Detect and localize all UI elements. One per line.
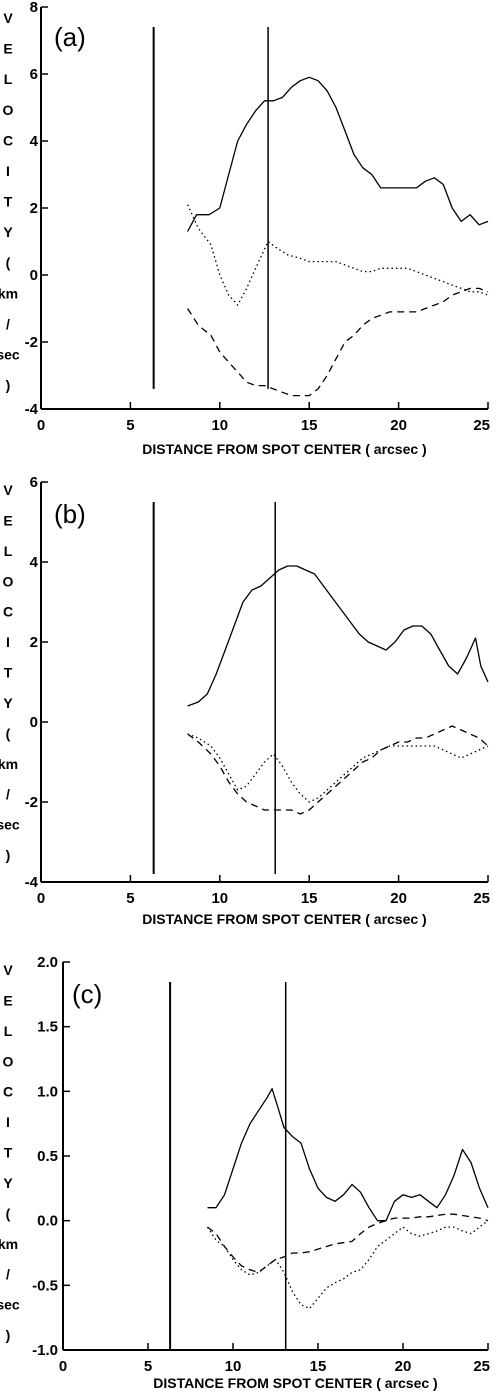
series-line-dotted [206, 1220, 489, 1310]
y-tick-label: -4 [25, 401, 39, 418]
y-tick-label: 4 [30, 133, 39, 150]
y-axis-label-letter: / [6, 1266, 10, 1282]
y-tick-label: 8 [30, 0, 38, 16]
x-tick-label: 25 [473, 1358, 490, 1375]
y-axis-label-letter: V [3, 962, 13, 978]
x-tick-label: 20 [390, 890, 407, 907]
series-line-dashed [207, 1213, 489, 1274]
y-axis-label-letter: L [4, 543, 13, 559]
x-tick-label: 0 [37, 417, 45, 434]
y-axis-label-letter: E [3, 992, 12, 1008]
panel-label: (b) [54, 499, 86, 529]
panel-label: (c) [72, 979, 102, 1009]
series-line-dotted [187, 204, 489, 306]
y-axis-label-letter: ( [6, 725, 11, 741]
y-axis-label-letter: T [4, 1145, 13, 1161]
y-axis-label-letter: E [3, 512, 12, 528]
y-tick-label: 6 [30, 66, 38, 83]
y-axis-label-letter: T [4, 194, 13, 210]
series-line-solid [187, 76, 489, 232]
x-tick-label: 10 [225, 1358, 242, 1375]
x-axis-label: DISTANCE FROM SPOT CENTER ( arcsec ) [153, 1375, 437, 1391]
y-tick-label: 6 [30, 474, 38, 491]
y-tick-label: -2 [25, 334, 38, 351]
x-tick-label: 15 [301, 890, 318, 907]
y-axis-label-letter: sec [0, 817, 20, 833]
y-axis-label-letter: sec [0, 1297, 20, 1313]
x-tick-label: 25 [473, 417, 490, 434]
y-tick-label: 0.0 [37, 1213, 58, 1230]
series-line-solid [207, 1088, 489, 1222]
y-tick-label: 1.0 [37, 1083, 58, 1100]
y-tick-label: 0 [30, 714, 38, 731]
y-axis-label-letter: / [6, 316, 10, 332]
x-tick-label: 5 [126, 890, 134, 907]
y-axis-label-letter: C [3, 1084, 13, 1100]
chart-panel-1: -4 -2 0 2 4 6 8 0 5 10 15 20 25 DISTANCE FROM SPOT CE… [0, 0, 490, 457]
y-axis-label-letter: O [3, 573, 14, 589]
x-tick-label: 10 [211, 890, 228, 907]
chart-panel-3: -1.0 -0.5 0.0 0.5 1.0 1.5 2.0 0 5 10 15 20 25 DISTANC… [0, 954, 490, 1391]
series-line-solid [187, 565, 489, 707]
series-line-dashed [187, 725, 489, 815]
y-axis-label-letter: ) [6, 1327, 11, 1343]
y-axis-label-letter: E [3, 41, 12, 57]
chart-panel-2: -4 -2 0 2 4 6 0 5 10 15 20 25 DISTANCE FROM SPOT CEN… [0, 474, 490, 927]
y-tick-label: 0 [30, 267, 38, 284]
y-axis-label-letter: L [4, 1023, 13, 1039]
y-axis-label-letter: Y [3, 1175, 13, 1191]
y-tick-label: -2 [25, 794, 38, 811]
y-axis-label-letter: km [0, 756, 18, 772]
y-axis-label-letter: km [0, 1236, 18, 1252]
y-axis-label-letter: ) [6, 377, 11, 393]
y-tick-label: 2.0 [37, 954, 58, 971]
y-axis-label-letter: Y [3, 224, 13, 240]
y-axis-label-letter: O [3, 1053, 14, 1069]
y-axis-label-letter: I [6, 163, 10, 179]
y-axis-label-letter: C [3, 604, 13, 620]
y-axis-label-letter: L [4, 71, 13, 87]
panel-label: (a) [54, 22, 86, 52]
x-tick-label: 20 [395, 1358, 412, 1375]
y-tick-label: 0.5 [37, 1148, 58, 1165]
x-tick-label: 5 [126, 417, 134, 434]
x-axis-label: DISTANCE FROM SPOT CENTER ( arcsec ) [142, 441, 426, 457]
x-tick-label: 20 [390, 417, 407, 434]
x-tick-label: 10 [211, 417, 228, 434]
y-axis-label-letter: I [6, 1114, 10, 1130]
x-axis-label: DISTANCE FROM SPOT CENTER ( arcsec ) [142, 911, 426, 927]
y-axis-label-letter: ( [6, 1205, 11, 1221]
y-tick-label: 2 [30, 634, 38, 651]
x-tick-label: 15 [310, 1358, 327, 1375]
y-axis-label-letter: Y [3, 695, 13, 711]
x-tick-label: 5 [144, 1358, 152, 1375]
series-line-dashed [187, 287, 489, 397]
y-tick-label: 1.5 [37, 1019, 58, 1036]
y-tick-label: -0.5 [32, 1277, 58, 1294]
y-axis-label-letter: / [6, 786, 10, 802]
y-tick-label: -1.0 [32, 1342, 58, 1359]
y-axis-label-letter: O [3, 102, 14, 118]
y-axis-label-letter: ) [6, 847, 11, 863]
y-axis-label-letter: ( [6, 255, 11, 271]
x-tick-label: 0 [59, 1358, 67, 1375]
y-tick-label: 4 [30, 554, 39, 571]
y-axis-label-letter: km [0, 285, 18, 301]
y-axis-label-letter: V [3, 10, 13, 26]
x-tick-label: 0 [37, 890, 45, 907]
x-tick-label: 15 [301, 417, 318, 434]
y-tick-label: -4 [25, 874, 39, 891]
y-axis-label-letter: sec [0, 346, 20, 362]
series-line-dotted [187, 733, 489, 803]
y-axis-label-letter: V [3, 482, 13, 498]
y-tick-label: 2 [30, 200, 38, 217]
x-tick-label: 25 [473, 890, 490, 907]
y-axis-label-letter: T [4, 665, 13, 681]
y-axis-label-letter: I [6, 634, 10, 650]
y-axis-label-letter: C [3, 132, 13, 148]
